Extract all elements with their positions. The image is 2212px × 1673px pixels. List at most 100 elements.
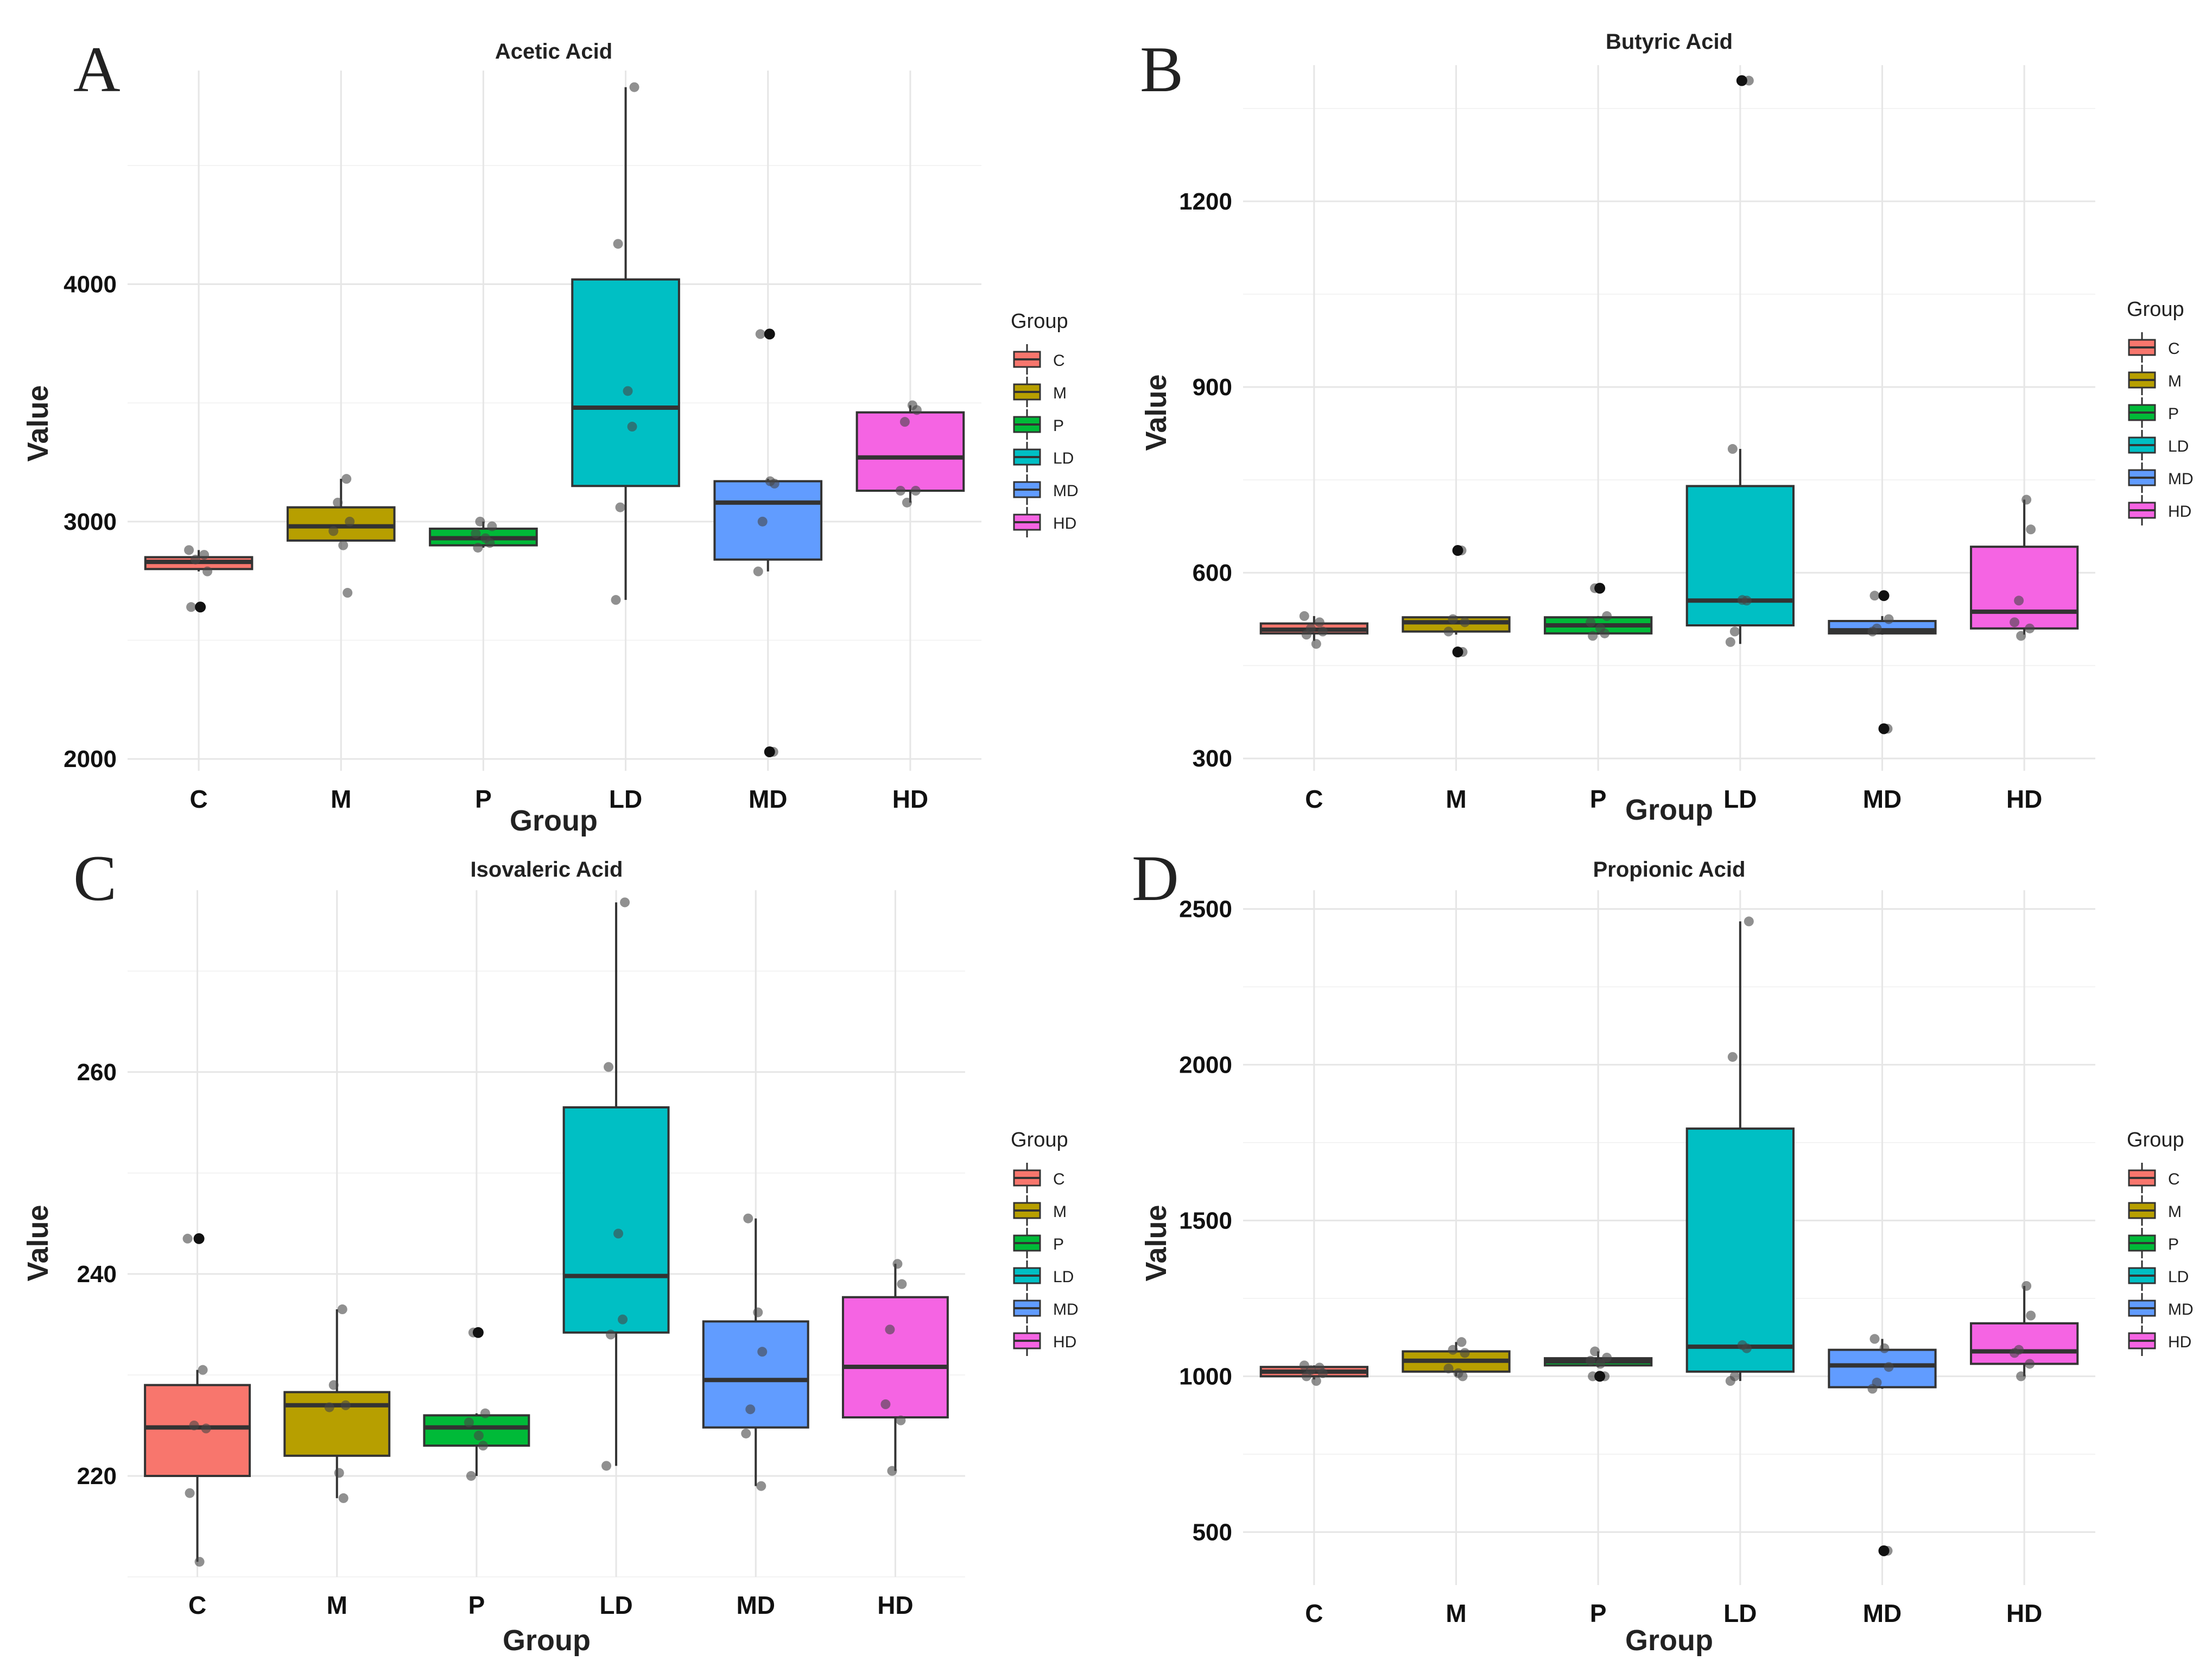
data-point	[1729, 626, 1740, 637]
box-body	[713, 480, 823, 561]
panel-letter: C	[73, 842, 117, 914]
data-point	[2010, 1348, 2020, 1358]
legend-item-c: C	[1013, 344, 1065, 375]
legend-entries: CMP LD MD HD	[2128, 332, 2194, 525]
x-tick-labels: C M P LD MD HD	[189, 785, 928, 813]
legend-item-hd: HD	[2128, 1326, 2191, 1356]
y-tick-label: 2500	[1179, 896, 1232, 922]
outlier-point	[1594, 582, 1606, 594]
panel-letter: A	[73, 33, 121, 105]
legend-item-md: MD	[1013, 1293, 1079, 1323]
legend-label: HD	[1053, 1333, 1076, 1351]
data-point	[2026, 1310, 2036, 1321]
y-tick-labels: 300 600 900 1200	[1179, 188, 1232, 772]
box-ld	[562, 902, 670, 1466]
data-point	[2025, 1359, 2035, 1369]
x-tick-labels: C M P LD MD HD	[1305, 1599, 2042, 1627]
y-tick-label: 4000	[64, 271, 117, 298]
data-point	[1725, 637, 1735, 647]
y-tick-labels: 220 240 260	[77, 1059, 117, 1490]
data-point	[1317, 1368, 1328, 1378]
data-point	[343, 588, 353, 598]
data-point	[911, 405, 922, 415]
box-hd	[855, 405, 965, 503]
data-point	[1443, 626, 1454, 637]
x-axis-title: Group	[1625, 1624, 1713, 1657]
outlier-point	[1878, 1545, 1890, 1556]
data-point	[1727, 444, 1738, 454]
data-point	[189, 1420, 199, 1430]
box-body	[702, 1320, 809, 1429]
data-point	[1602, 611, 1612, 621]
outlier-point	[1878, 723, 1890, 734]
data-point	[184, 545, 194, 555]
x-axis-title: Group	[510, 804, 598, 837]
outlier-point	[764, 328, 775, 340]
x-tick-label: LD	[1723, 1599, 1757, 1627]
grid	[128, 71, 981, 771]
plot-title: Acetic Acid	[495, 40, 612, 64]
data-point	[753, 566, 763, 576]
x-tick-label: MD	[749, 785, 788, 813]
x-tick-label: M	[327, 1591, 347, 1619]
outlier-point	[1736, 75, 1747, 86]
legend-label: MD	[1053, 1301, 1079, 1319]
box-ld	[1685, 449, 1795, 644]
data-point	[899, 417, 910, 427]
data-point	[618, 1314, 628, 1325]
x-tick-label: MD	[1863, 785, 1902, 813]
box-p	[423, 1413, 530, 1476]
data-point	[480, 1408, 490, 1418]
data-point	[885, 1325, 895, 1335]
legend-item-ld: LD	[2128, 1260, 2189, 1291]
data-point	[2010, 617, 2020, 628]
data-point	[613, 1228, 624, 1239]
data-point	[464, 1417, 474, 1428]
legend-entries: CMP LD MD HD	[1013, 344, 1079, 537]
data-point	[1586, 617, 1596, 628]
outlier-point	[472, 1327, 484, 1338]
data-point	[1448, 614, 1458, 624]
data-point	[769, 478, 779, 489]
legend-title: Group	[1011, 1129, 1068, 1151]
data-point	[613, 239, 623, 249]
y-tick-label: 900	[1193, 374, 1232, 401]
grid	[128, 890, 965, 1577]
data-point	[1741, 1343, 1752, 1353]
y-tick-labels: 2000 3000 4000	[64, 271, 117, 773]
box-hd	[1970, 1285, 2079, 1377]
legend-label: HD	[1053, 515, 1076, 533]
y-axis-title: Value	[1140, 1205, 1172, 1281]
data-point	[1590, 1346, 1600, 1357]
legend-item-m: M	[1013, 1195, 1067, 1226]
data-point	[1602, 1352, 1612, 1363]
y-axis-title: Value	[22, 1205, 54, 1281]
data-point	[340, 1400, 351, 1410]
data-point	[757, 516, 768, 527]
outlier-point	[1594, 1371, 1606, 1382]
box-c	[144, 1370, 251, 1562]
data-point	[620, 897, 630, 908]
box-hd	[1970, 499, 2079, 635]
data-point	[1869, 1334, 1880, 1344]
outlier-point	[1452, 647, 1463, 658]
data-point	[1299, 611, 1309, 621]
box-md	[713, 479, 823, 572]
legend-label: C	[1053, 1170, 1065, 1188]
box-body	[1685, 485, 1795, 627]
box-body	[283, 1391, 391, 1457]
data-point	[2014, 595, 2024, 606]
data-point	[475, 516, 485, 527]
y-tick-label: 300	[1193, 745, 1232, 772]
box-body	[423, 1414, 530, 1447]
boxes	[1259, 921, 2079, 1389]
data-point	[466, 1471, 476, 1481]
data-point	[1595, 1359, 1606, 1369]
legend-item-ld: LD	[1013, 442, 1074, 472]
legend-label: LD	[1053, 1268, 1074, 1286]
data-point	[1301, 1371, 1311, 1382]
x-tick-label: LD	[609, 785, 642, 813]
legend-label: M	[1053, 1203, 1067, 1221]
data-point	[601, 1461, 612, 1471]
